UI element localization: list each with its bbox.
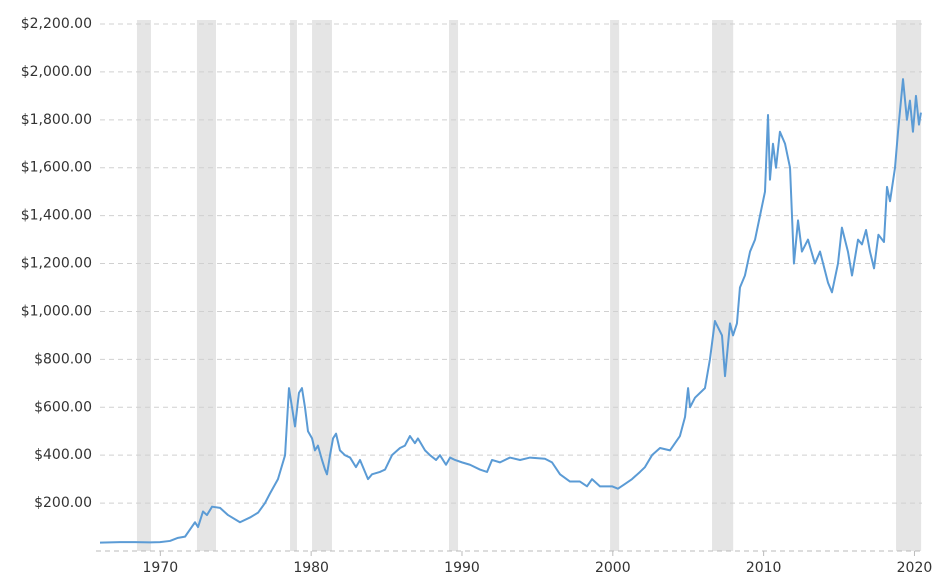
y-tick-label: $600.00: [34, 399, 92, 415]
shaded-period: [290, 20, 297, 551]
shaded-period: [712, 20, 734, 551]
y-tick-label: $800.00: [34, 351, 92, 367]
x-tick-label: 1970: [143, 560, 179, 576]
y-tick-label: $400.00: [34, 447, 92, 463]
x-tick-label: 2010: [746, 560, 782, 576]
y-tick-label: $1,800.00: [21, 112, 92, 128]
y-tick-label: $2,200.00: [21, 16, 92, 32]
shaded-period: [449, 20, 459, 551]
price-line: [99, 78, 922, 544]
shaded-period: [136, 20, 151, 551]
y-tick-label: $200.00: [34, 495, 92, 511]
y-tick-label: $1,000.00: [21, 303, 92, 319]
x-tick-label: 1990: [444, 560, 480, 576]
x-tick-label: 2000: [595, 560, 631, 576]
x-tick-label: 1980: [293, 560, 329, 576]
y-tick-label: $1,200.00: [21, 256, 92, 272]
shaded-period: [610, 20, 620, 551]
y-tick-label: $2,000.00: [21, 64, 92, 80]
x-tick-label: 2020: [897, 560, 933, 576]
shaded-period: [312, 20, 332, 551]
y-tick-label: $1,600.00: [21, 160, 92, 176]
y-tick-label: $1,400.00: [21, 208, 92, 224]
shaded-period: [196, 20, 216, 551]
